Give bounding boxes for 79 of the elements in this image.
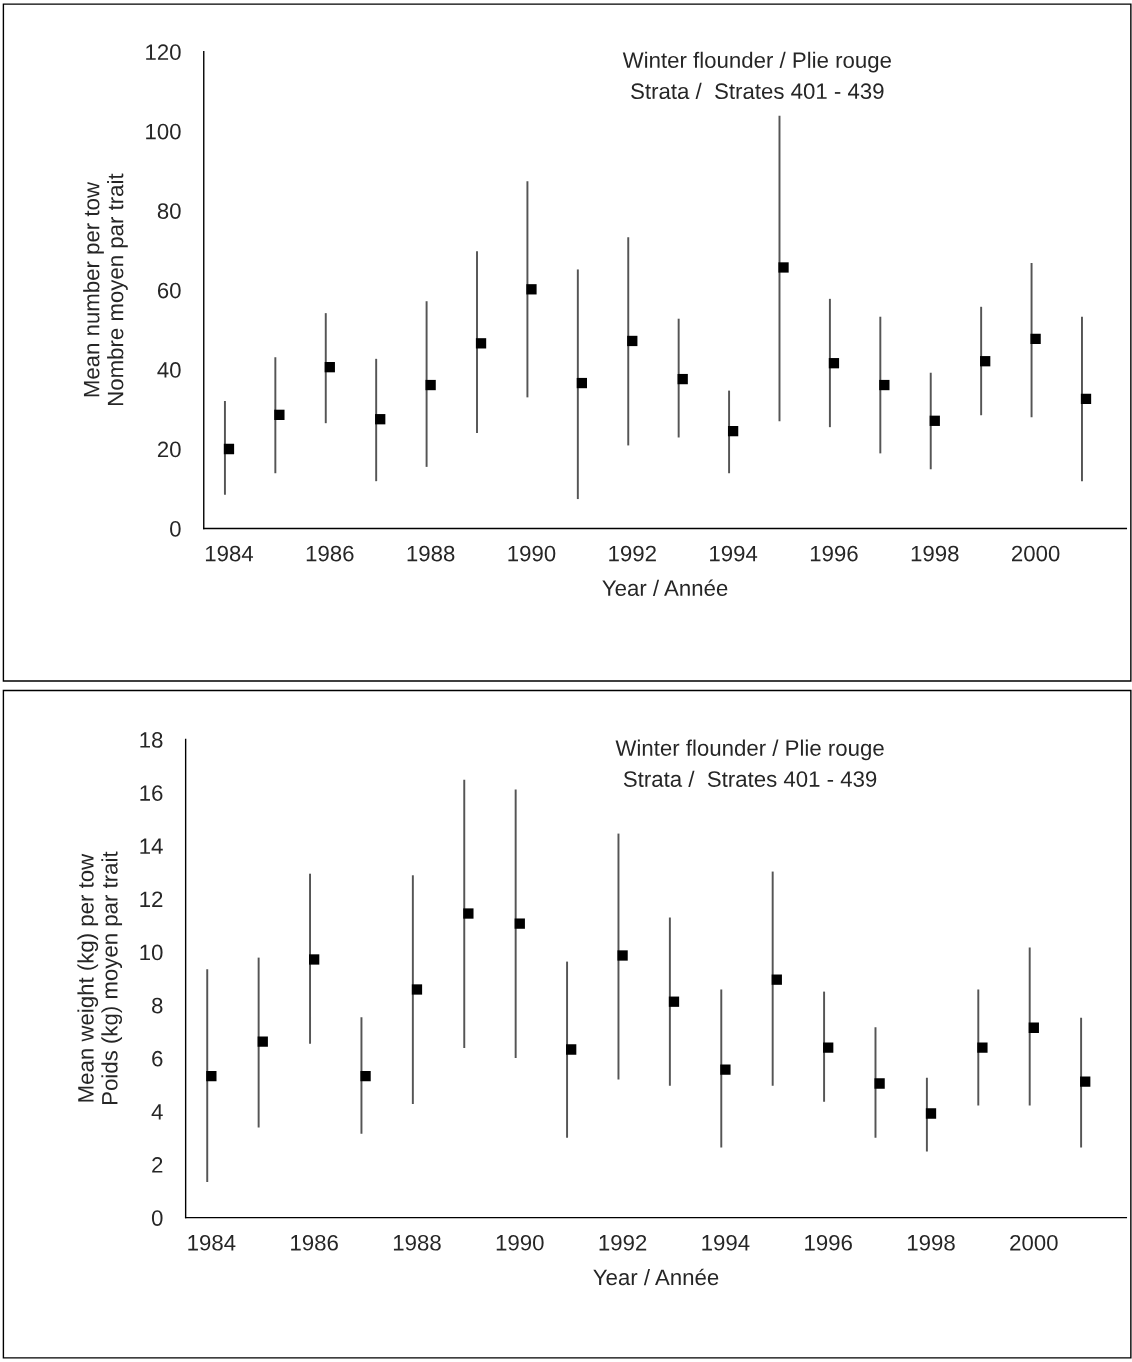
x-axis-title: Year / Année — [602, 579, 728, 597]
point — [677, 373, 688, 385]
y-tick-label: 60 — [157, 282, 181, 299]
x-tick-label: 1986 — [291, 1234, 338, 1251]
x-tick-label: 1984 — [188, 1234, 236, 1251]
point — [720, 1064, 731, 1075]
point — [526, 284, 537, 295]
y-tick-label: 18 — [140, 732, 163, 748]
point — [1080, 1076, 1091, 1087]
x-tick-label: 1996 — [805, 1234, 852, 1251]
x-tick-label: 1998 — [907, 1234, 955, 1251]
point — [324, 362, 335, 373]
y-tick-label: 12 — [140, 891, 163, 907]
y-tick-label: 10 — [140, 944, 163, 961]
point — [727, 425, 739, 437]
y-axis-title: Mean weight (kg) per tow Poids (kg) moyen par trait — [77, 851, 123, 1104]
x-tick-label: 1986 — [306, 545, 354, 562]
point — [925, 1108, 937, 1119]
y-tick-label: 6 — [152, 1050, 163, 1067]
x-tick-label: 1988 — [393, 1234, 441, 1251]
point — [823, 1042, 834, 1053]
x-tick-label: 2000 — [1012, 545, 1060, 562]
point — [879, 379, 890, 391]
point — [771, 974, 782, 985]
point — [425, 379, 436, 391]
y-tick-label: 100 — [146, 123, 181, 140]
point — [514, 918, 525, 929]
point — [274, 409, 285, 420]
y-tick-label: 4 — [151, 1104, 163, 1120]
x-tick-label: 1996 — [810, 545, 858, 562]
y-tick-label: 40 — [157, 362, 181, 378]
y-axis-title: Mean number per tow Nombre moyen par trait — [83, 173, 128, 405]
x-tick-label: 1990 — [496, 1234, 544, 1251]
x-axis-title: Year / Année — [593, 1268, 719, 1286]
y-tick-label: 120 — [146, 44, 181, 61]
point — [828, 358, 840, 369]
text: Strata / Strates 401 - 439 — [631, 82, 884, 100]
chart-title: Winter flounder / Plie rouge — [622, 51, 891, 73]
point — [223, 443, 235, 455]
y-tick-label: 14 — [140, 838, 163, 854]
point — [874, 1078, 885, 1089]
point — [1028, 1022, 1039, 1033]
x-tick-label: 1992 — [599, 1234, 647, 1251]
x-tick-label: 1998 — [911, 545, 959, 562]
point — [475, 338, 487, 349]
y-tick-label: 80 — [157, 203, 181, 219]
y-tick-label: 16 — [140, 785, 163, 801]
point — [977, 1042, 988, 1053]
text: Strata / Strates 401 - 439 — [623, 770, 877, 787]
point — [309, 954, 320, 965]
point — [778, 262, 789, 273]
x-tick-label: 2000 — [1010, 1234, 1058, 1251]
point — [576, 377, 588, 389]
y-tick-label: 8 — [152, 997, 163, 1014]
point — [980, 356, 991, 367]
x-tick-label: 1984 — [205, 545, 254, 562]
x-tick-label: 1994 — [702, 1234, 750, 1251]
x-tick-label: 1990 — [508, 545, 556, 562]
x-tick-label: 1988 — [407, 545, 455, 562]
point — [566, 1044, 577, 1055]
point — [360, 1070, 371, 1082]
point — [463, 908, 474, 919]
point — [627, 335, 638, 347]
point — [929, 415, 940, 426]
chart-title: Winter flounder / Plie rouge — [615, 739, 884, 761]
y-tick-label: 2 — [152, 1157, 163, 1173]
point — [617, 950, 628, 961]
point — [206, 1070, 217, 1082]
point — [1030, 333, 1041, 345]
y-tick-label: 0 — [151, 1210, 163, 1226]
x-tick-label: 1992 — [609, 545, 656, 562]
point — [411, 984, 423, 995]
point — [257, 1036, 268, 1047]
y-tick-label: 0 — [170, 520, 181, 537]
point — [1080, 393, 1092, 405]
x-tick-label: 1994 — [710, 545, 758, 562]
point — [668, 996, 680, 1007]
y-tick-label: 20 — [157, 441, 181, 458]
point — [375, 414, 386, 425]
